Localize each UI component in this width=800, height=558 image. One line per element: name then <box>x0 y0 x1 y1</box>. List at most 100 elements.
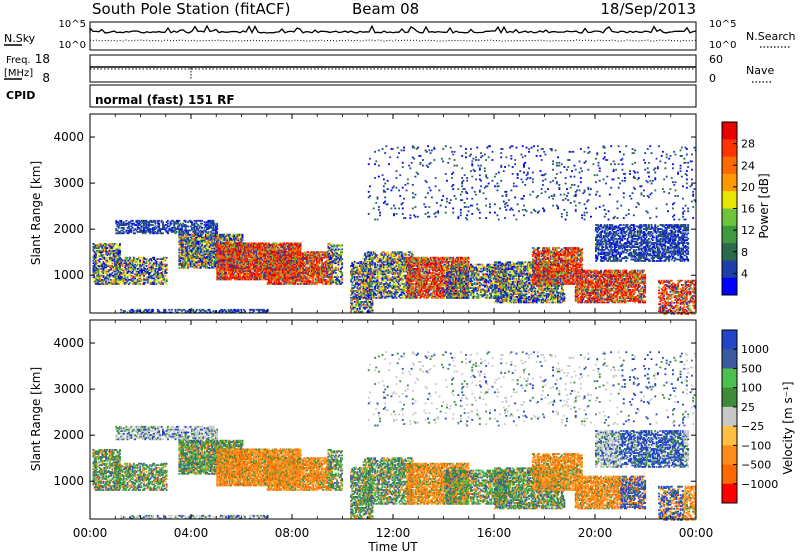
power-scatter-cell <box>96 262 98 264</box>
power-scatter-cell <box>99 271 101 273</box>
power-scatter-cell <box>132 220 134 222</box>
power-scatter-cell <box>267 251 269 253</box>
power-scatter-cell <box>338 276 340 278</box>
station-title: South Pole Station (fitACF) <box>92 0 290 18</box>
power-scatter-cell <box>334 244 336 246</box>
power-scatter-cell <box>213 220 215 222</box>
power-scatter-cell <box>162 221 164 223</box>
nsearch-line <box>90 40 696 41</box>
power-scatter-cell <box>139 283 141 285</box>
power-scatter-cell <box>134 232 136 234</box>
power-scatter-cell <box>216 231 218 233</box>
power-scatter-cell <box>331 265 333 267</box>
power-scatter-cell <box>119 243 121 245</box>
power-scatter-cell <box>158 220 160 222</box>
freq-label: Freq. <box>6 55 31 66</box>
power-scatter-cell <box>153 257 155 259</box>
nave-tick-bottom: 0 <box>709 72 716 85</box>
power-scatter-cell <box>330 253 332 255</box>
nave-label: Nave <box>746 64 774 77</box>
power-scatter-cell <box>209 267 211 269</box>
power-scatter-cell <box>141 279 143 281</box>
power-scatter-cell <box>185 220 187 222</box>
power-scatter-cell <box>300 243 302 245</box>
power-scatter-cell <box>216 223 218 225</box>
nsearch-label: N.Search <box>746 30 796 43</box>
power-scatter-cell <box>230 243 232 245</box>
power-scatter-cell <box>167 223 169 225</box>
power-scatter-cell <box>103 283 105 285</box>
power-scatter-cell <box>277 251 279 253</box>
power-scatter-cell <box>165 275 167 277</box>
power-scatter-cell <box>127 257 129 259</box>
power-scatter-cell <box>330 243 332 245</box>
freq-lines <box>90 67 696 80</box>
cpid-value: normal (fast) 151 RF <box>95 93 235 107</box>
power-scatter-cell <box>123 227 125 229</box>
power-scatter-cell <box>123 269 125 271</box>
power-scatter-cell <box>123 231 125 233</box>
power-scatter-cell <box>171 223 173 225</box>
power-scatter-cell <box>166 278 168 280</box>
power-scatter-cell <box>141 276 143 278</box>
power-data <box>93 145 697 314</box>
cpid-label: CPID <box>6 89 35 102</box>
power-scatter-cell <box>120 220 122 222</box>
power-scatter-cell <box>207 231 209 233</box>
power-scatter-cell <box>191 221 193 223</box>
power-scatter-cell <box>201 227 203 229</box>
power-scatter-cell <box>282 275 284 277</box>
power-scatter-cell <box>187 226 189 228</box>
power-scatter-cell <box>106 247 108 249</box>
power-scatter-cell <box>144 282 146 284</box>
power-scatter-cell <box>152 224 154 226</box>
power-scatter-cell <box>335 249 337 251</box>
power-scatter-cell <box>297 283 299 285</box>
power-scatter-cell <box>166 257 168 259</box>
date-label: 18/Sep/2013 <box>600 0 696 18</box>
power-scatter-cell <box>178 267 180 269</box>
power-scatter-cell <box>158 223 160 225</box>
power-scatter-cell <box>158 280 160 282</box>
power-scatter-cell <box>201 220 203 222</box>
power-scatter-cell <box>166 268 168 270</box>
power-scatter-cell <box>146 265 148 267</box>
power-scatter-cell <box>139 260 141 262</box>
nsearch-tick-bottom: 10^0 <box>709 40 736 51</box>
power-scatter-cell <box>133 257 135 259</box>
power-scatter-cell <box>154 279 156 281</box>
freq-unit: [MHz] <box>4 68 33 79</box>
beam-label: Beam 08 <box>352 0 419 18</box>
power-scatter-cell <box>125 220 127 222</box>
power-scatter-cell <box>112 262 114 264</box>
power-scatter-cell <box>106 257 108 259</box>
power-scatter-cell <box>182 234 184 236</box>
power-scatter-cell <box>163 278 165 280</box>
power-scatter-cell <box>103 275 105 277</box>
power-scatter-cell <box>166 264 168 266</box>
nsky-strip-frame <box>90 22 696 50</box>
power-scatter-cell <box>335 267 337 269</box>
power-scatter-cell <box>156 261 158 263</box>
nsky-line <box>90 26 696 33</box>
power-scatter-cell <box>166 283 168 285</box>
nsearch-tick-top: 10^5 <box>709 19 736 30</box>
power-scatter-cell <box>327 283 329 285</box>
power-scatter-cell <box>329 247 331 249</box>
power-scatter-cell <box>201 223 203 225</box>
power-scatter-cell <box>242 234 244 236</box>
nsky-label: N.Sky <box>4 32 36 45</box>
power-scatter-cell <box>162 232 164 234</box>
freq-tick-bottom: 8 <box>42 71 50 85</box>
nsky-tick-bottom: 10^0 <box>59 40 86 51</box>
power-scatter-cell <box>132 227 134 229</box>
power-scatter-cell <box>119 247 121 249</box>
freq-tick-top: 18 <box>35 52 50 66</box>
power-scatter-cell <box>154 220 156 222</box>
power-scatter-cell <box>157 258 159 260</box>
power-scatter-cell <box>166 272 168 274</box>
nsky-lines <box>90 26 696 41</box>
power-scatter-cell <box>214 223 216 225</box>
nsky-tick-top: 10^5 <box>59 19 86 30</box>
